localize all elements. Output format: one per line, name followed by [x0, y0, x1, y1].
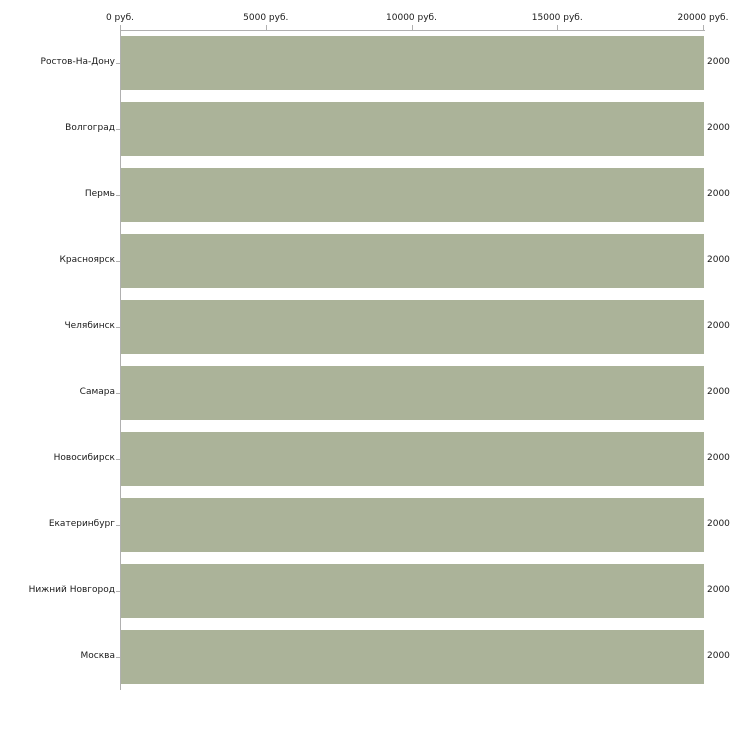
category-label: Москва — [80, 651, 115, 661]
x-tick-mark — [265, 25, 267, 30]
category-label: Красноярск — [59, 255, 115, 265]
y-tick-mark — [116, 591, 120, 592]
x-tick-label: 15000 руб. — [531, 13, 583, 23]
y-tick-mark — [116, 195, 120, 196]
y-tick-mark — [116, 459, 120, 460]
x-tick-label: 10000 руб. — [386, 13, 437, 23]
category-label: Нижний Новгород — [28, 585, 115, 595]
value-label: 20000 — [707, 255, 730, 265]
category-label: Волгоград — [65, 123, 115, 133]
bar — [121, 498, 704, 552]
y-tick-mark — [116, 327, 120, 328]
y-tick-mark — [116, 657, 120, 658]
bar — [121, 300, 704, 354]
bar — [121, 366, 704, 420]
x-tick-label: 5000 руб. — [243, 13, 289, 23]
category-label: Челябинск — [64, 321, 115, 331]
value-label: 20000 — [707, 57, 730, 67]
x-tick-label: 20000 руб. — [677, 13, 729, 23]
bar — [121, 36, 704, 90]
x-axis-line — [120, 30, 705, 31]
y-axis-line — [120, 30, 121, 690]
bar — [121, 564, 704, 618]
y-tick-mark — [116, 129, 120, 130]
value-label: 20000 — [707, 519, 730, 529]
value-label: 20000 — [707, 453, 730, 463]
value-label: 20000 — [707, 387, 730, 397]
category-label: Пермь — [84, 189, 115, 199]
bar — [121, 630, 704, 684]
bar — [121, 102, 704, 156]
bar — [121, 168, 704, 222]
x-tick-mark — [120, 25, 121, 30]
value-label: 20000 — [707, 189, 730, 199]
y-tick-mark — [116, 261, 120, 262]
category-label: Ростов-На-Дону — [40, 57, 115, 67]
value-label: 20000 — [707, 651, 730, 661]
x-tick-label: 0 руб. — [105, 13, 135, 23]
value-label: 20000 — [707, 585, 730, 595]
category-label: Екатеринбург — [48, 519, 115, 529]
category-label: Новосибирск — [53, 453, 115, 463]
value-label: 20000 — [707, 123, 730, 133]
y-tick-mark — [116, 525, 120, 526]
bar — [121, 234, 704, 288]
y-tick-mark — [116, 63, 120, 64]
value-label: 20000 — [707, 321, 730, 331]
y-tick-mark — [116, 393, 120, 394]
x-tick-mark — [411, 25, 413, 30]
x-tick-mark — [557, 25, 559, 30]
x-tick-mark — [703, 25, 704, 30]
category-label: Самара — [79, 387, 115, 397]
bar — [121, 432, 704, 486]
